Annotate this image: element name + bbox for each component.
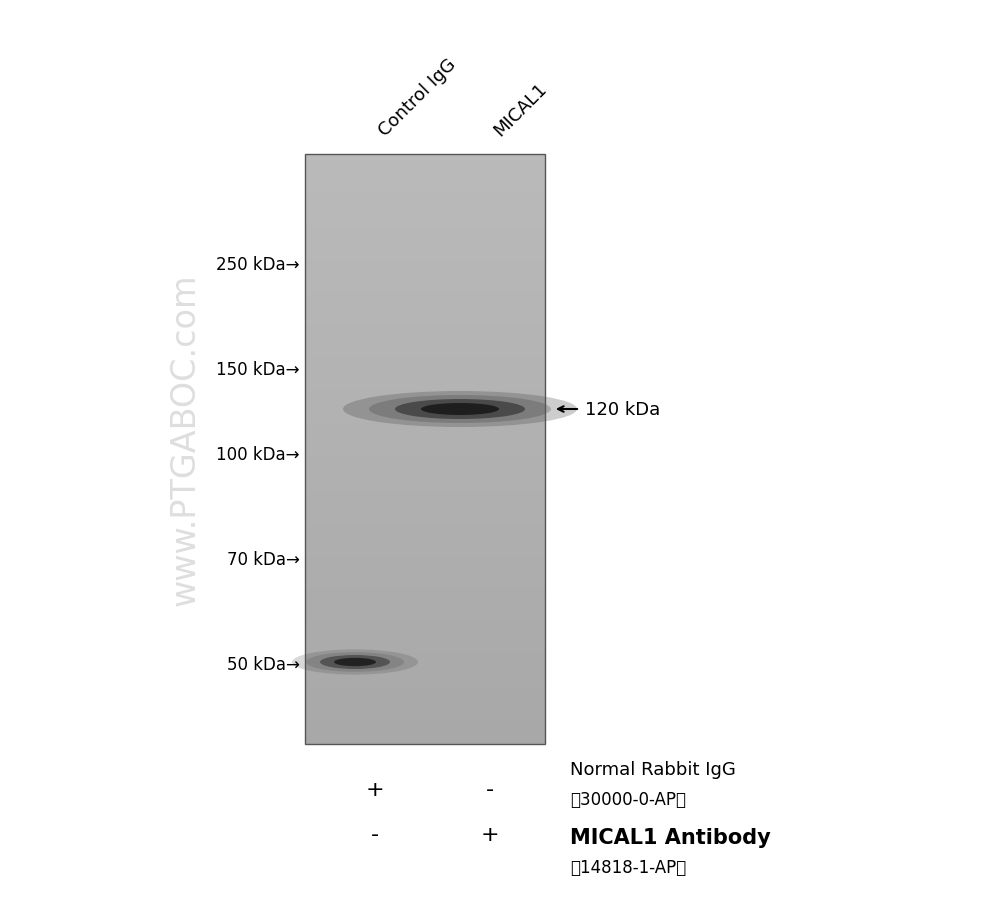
Bar (305, 155, 545, 744)
Ellipse shape (395, 400, 525, 419)
Text: www.PTGABOC.com: www.PTGABOC.com (168, 273, 202, 605)
Text: MICAL1 Antibody: MICAL1 Antibody (570, 827, 771, 847)
Text: +: + (366, 779, 384, 799)
Text: 70 kDa→: 70 kDa→ (227, 550, 300, 568)
Text: -: - (371, 824, 379, 844)
Ellipse shape (292, 649, 418, 675)
Text: -: - (486, 779, 494, 799)
Ellipse shape (421, 403, 499, 416)
Ellipse shape (369, 396, 551, 424)
Text: 50 kDa→: 50 kDa→ (227, 655, 300, 673)
Ellipse shape (334, 658, 376, 667)
Text: 250 kDa→: 250 kDa→ (216, 255, 300, 273)
Text: （30000-0-AP）: （30000-0-AP） (570, 790, 686, 808)
Text: Control IgG: Control IgG (375, 56, 459, 140)
Text: MICAL1: MICAL1 (490, 79, 550, 140)
Text: 100 kDa→: 100 kDa→ (216, 446, 300, 464)
Text: Normal Rabbit IgG: Normal Rabbit IgG (570, 760, 736, 778)
Ellipse shape (320, 655, 390, 669)
Text: +: + (481, 824, 499, 844)
Ellipse shape (343, 391, 577, 428)
Text: 150 kDa→: 150 kDa→ (216, 361, 300, 379)
Text: 120 kDa: 120 kDa (585, 400, 660, 419)
Ellipse shape (306, 652, 404, 672)
Text: （14818-1-AP）: （14818-1-AP） (570, 858, 686, 876)
